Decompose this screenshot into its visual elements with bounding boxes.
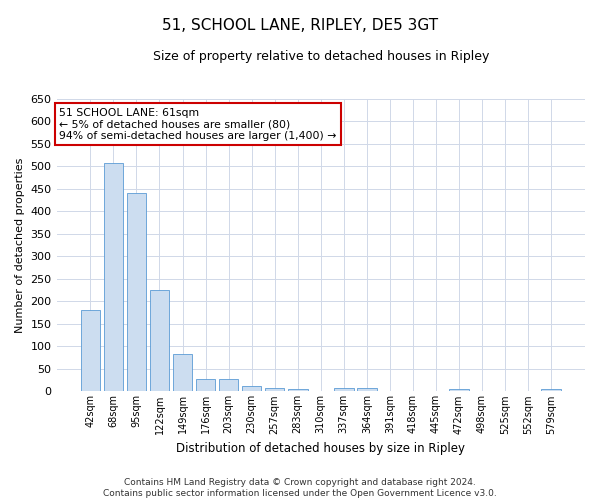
Title: Size of property relative to detached houses in Ripley: Size of property relative to detached ho… (152, 50, 489, 63)
Y-axis label: Number of detached properties: Number of detached properties (15, 158, 25, 333)
Bar (242, 386, 262, 392)
Bar (334, 388, 353, 392)
Text: 51 SCHOOL LANE: 61sqm
← 5% of detached houses are smaller (80)
94% of semi-detac: 51 SCHOOL LANE: 61sqm ← 5% of detached h… (59, 108, 337, 141)
Bar (541, 389, 561, 392)
Bar (449, 389, 469, 392)
Text: 51, SCHOOL LANE, RIPLEY, DE5 3GT: 51, SCHOOL LANE, RIPLEY, DE5 3GT (162, 18, 438, 32)
Bar (357, 388, 377, 392)
Bar (173, 354, 193, 392)
Bar (80, 310, 100, 392)
Bar (149, 290, 169, 392)
Bar (288, 389, 308, 392)
Text: Contains HM Land Registry data © Crown copyright and database right 2024.
Contai: Contains HM Land Registry data © Crown c… (103, 478, 497, 498)
X-axis label: Distribution of detached houses by size in Ripley: Distribution of detached houses by size … (176, 442, 465, 455)
Bar (104, 163, 123, 392)
Bar (219, 379, 238, 392)
Bar (265, 388, 284, 392)
Bar (196, 379, 215, 392)
Bar (127, 194, 146, 392)
